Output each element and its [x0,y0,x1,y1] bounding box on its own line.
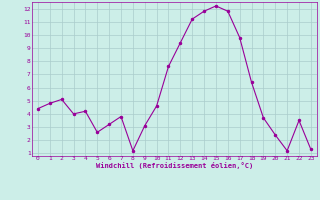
X-axis label: Windchill (Refroidissement éolien,°C): Windchill (Refroidissement éolien,°C) [96,162,253,169]
